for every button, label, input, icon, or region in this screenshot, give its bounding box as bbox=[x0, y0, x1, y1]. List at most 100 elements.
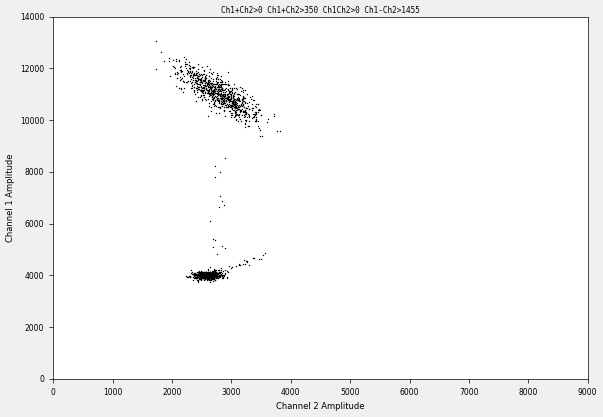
Point bbox=[213, 89, 223, 96]
Point bbox=[201, 272, 210, 279]
Point bbox=[206, 85, 216, 92]
Point bbox=[212, 70, 222, 77]
Point bbox=[248, 105, 257, 111]
Point bbox=[199, 71, 209, 78]
Point bbox=[194, 274, 203, 281]
Point bbox=[210, 98, 220, 104]
Title: Ch1+Ch2>0 Ch1+Ch2>350 Ch1Ch2>0 Ch1-Ch2>1455: Ch1+Ch2>0 Ch1+Ch2>350 Ch1Ch2>0 Ch1-Ch2>1… bbox=[221, 5, 420, 15]
Point bbox=[203, 87, 212, 93]
Point bbox=[218, 93, 227, 100]
Point bbox=[214, 274, 224, 281]
Point bbox=[260, 250, 270, 257]
Point bbox=[201, 273, 210, 279]
Point bbox=[201, 269, 210, 276]
Point bbox=[213, 76, 223, 83]
Point bbox=[209, 274, 218, 281]
Point bbox=[217, 93, 227, 100]
Point bbox=[207, 274, 216, 281]
Point bbox=[180, 85, 189, 91]
Point bbox=[207, 272, 216, 279]
Point bbox=[257, 133, 267, 139]
Point bbox=[208, 274, 218, 281]
Point bbox=[223, 90, 233, 97]
Point bbox=[216, 96, 226, 103]
Point bbox=[197, 274, 206, 281]
Point bbox=[185, 272, 194, 279]
Point bbox=[195, 94, 205, 100]
Point bbox=[253, 101, 263, 108]
Point bbox=[203, 274, 213, 280]
Point bbox=[222, 90, 232, 97]
Point bbox=[239, 108, 249, 115]
Point bbox=[205, 272, 215, 279]
Point bbox=[206, 270, 216, 276]
Point bbox=[218, 274, 227, 281]
Point bbox=[187, 78, 197, 85]
Point bbox=[218, 93, 228, 100]
Point bbox=[200, 277, 209, 284]
Point bbox=[200, 272, 209, 279]
Point bbox=[227, 84, 237, 91]
Point bbox=[211, 270, 221, 277]
Point bbox=[196, 276, 206, 282]
Point bbox=[204, 272, 214, 279]
Point bbox=[204, 271, 213, 278]
Point bbox=[225, 104, 235, 111]
Point bbox=[219, 100, 229, 107]
Point bbox=[202, 276, 212, 282]
Point bbox=[200, 89, 210, 96]
Point bbox=[196, 274, 206, 281]
Point bbox=[233, 112, 243, 118]
Point bbox=[194, 267, 204, 274]
Point bbox=[208, 91, 218, 98]
Point bbox=[223, 274, 232, 281]
Point bbox=[199, 86, 209, 93]
Point bbox=[208, 87, 218, 93]
Point bbox=[198, 273, 208, 279]
Point bbox=[208, 273, 218, 279]
Point bbox=[204, 90, 214, 96]
Point bbox=[209, 273, 219, 279]
Point bbox=[204, 269, 214, 275]
Point bbox=[175, 74, 185, 81]
Point bbox=[221, 245, 230, 251]
Point bbox=[226, 108, 235, 115]
Point bbox=[198, 271, 207, 277]
Point bbox=[219, 97, 229, 104]
Point bbox=[206, 270, 216, 277]
Point bbox=[251, 104, 261, 111]
Point bbox=[192, 85, 202, 92]
Point bbox=[238, 99, 247, 106]
Point bbox=[200, 271, 210, 278]
Point bbox=[193, 86, 203, 93]
Point bbox=[270, 112, 279, 119]
Point bbox=[234, 113, 244, 120]
Point bbox=[235, 90, 244, 97]
Point bbox=[191, 272, 201, 279]
Point bbox=[214, 269, 224, 275]
Point bbox=[202, 275, 212, 282]
Point bbox=[207, 271, 216, 278]
Point bbox=[238, 98, 248, 104]
Point bbox=[185, 59, 194, 66]
Point bbox=[207, 268, 217, 275]
Point bbox=[215, 96, 224, 103]
Point bbox=[223, 96, 232, 103]
Point bbox=[191, 79, 200, 85]
Point bbox=[200, 77, 210, 84]
Point bbox=[229, 97, 239, 103]
Point bbox=[203, 273, 213, 279]
Point bbox=[207, 273, 217, 279]
Point bbox=[238, 108, 248, 115]
Point bbox=[250, 111, 259, 118]
Point bbox=[248, 113, 257, 120]
Point bbox=[194, 84, 203, 90]
Point bbox=[225, 95, 235, 102]
Point bbox=[203, 83, 213, 90]
Point bbox=[218, 80, 227, 87]
Point bbox=[197, 274, 207, 280]
Point bbox=[193, 271, 203, 277]
Point bbox=[201, 85, 210, 91]
Point bbox=[231, 103, 241, 110]
Point bbox=[200, 271, 210, 278]
